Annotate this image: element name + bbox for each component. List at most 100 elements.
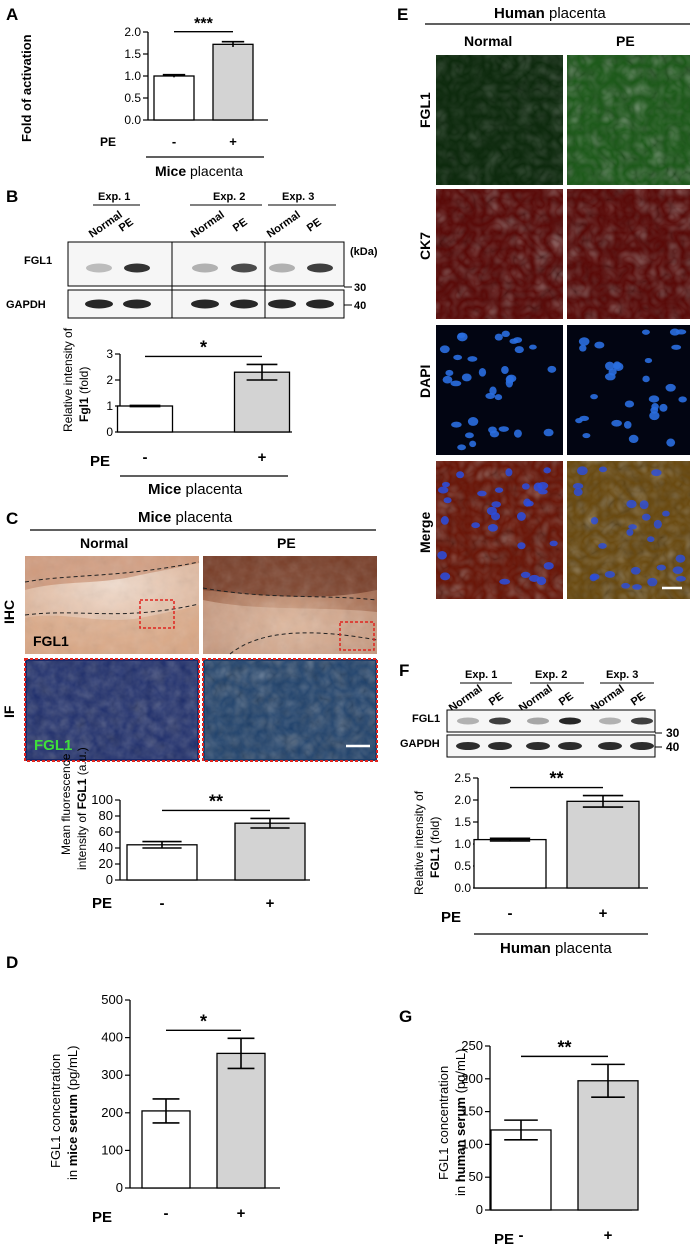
nucleus xyxy=(525,500,534,507)
panel-c-if-fgl1: FGL1 xyxy=(34,737,72,754)
gapdh-band-5 xyxy=(598,742,622,750)
nucleus xyxy=(465,432,474,439)
nucleus xyxy=(549,540,558,547)
nucleus xyxy=(669,328,680,336)
panel-d-ylabel-2: in mice serum (pg/mL) xyxy=(65,1046,80,1180)
panel-b-lane3: Normal xyxy=(189,209,227,241)
panel-c-significance: ** xyxy=(209,791,223,811)
nucleus xyxy=(648,395,660,403)
panel-b-kda: (kDa) xyxy=(350,246,378,258)
nucleus xyxy=(513,429,522,438)
panel-f-category-label: + xyxy=(599,905,608,922)
panel-f-pe-label: PE xyxy=(441,909,461,926)
panel-a: A Fold of activation 0.0 0.5 1.0 1.5 2.0 - + **… xyxy=(6,5,268,179)
nucleus xyxy=(491,501,502,508)
panel-g: G FGL1 concentration in human serum (pg/… xyxy=(399,1007,639,1248)
panel-a-pe-label: PE xyxy=(100,135,116,149)
fgl1-band-6 xyxy=(307,263,333,273)
nucleus xyxy=(653,519,662,529)
panel-c-ihc-fgl1: FGL1 xyxy=(33,633,69,649)
nucleus xyxy=(440,516,449,525)
panel-d-bar-pe xyxy=(216,1052,266,1189)
nucleus xyxy=(641,329,650,335)
panel-f-fgl1-blot xyxy=(446,709,656,733)
panel-c-ihc: IHC xyxy=(1,600,17,624)
panel-b-ylabel-2: Fgl1 (fold) xyxy=(77,367,91,422)
nucleus xyxy=(575,417,583,424)
panel-f-lane4: PE xyxy=(557,690,576,708)
nucleus xyxy=(477,490,487,497)
panel-g-chart: 0 50 100 150 200 250 - + ** xyxy=(461,1037,639,1244)
nucleus xyxy=(651,469,662,477)
panel-e-row-dapi: DAPI xyxy=(417,365,433,398)
panel-b-label: B xyxy=(6,187,18,206)
panel-c-ytick-label: 80 xyxy=(99,808,113,823)
panel-a-chart: 0.0 0.5 1.0 1.5 2.0 - + *** xyxy=(124,16,268,149)
nucleus xyxy=(437,486,449,494)
nucleus xyxy=(605,361,615,371)
nucleus xyxy=(624,400,635,408)
panel-e-dapi-pe-nuclei xyxy=(575,328,687,447)
nucleus xyxy=(632,584,642,590)
panel-g-ytick-label: 200 xyxy=(461,1071,483,1086)
nucleus xyxy=(613,361,622,370)
panel-c: C Mice placenta Normal PE IHC IF FGL1 xyxy=(1,509,378,912)
nucleus xyxy=(445,369,454,377)
panel-b-ylabel-1: Relative intensity of xyxy=(61,327,75,432)
panel-c-category-label: - xyxy=(160,895,165,912)
panel-a-group: Mice placenta xyxy=(155,163,243,179)
fgl1-band-1 xyxy=(86,263,112,273)
panel-g-ytick-label: 0 xyxy=(476,1202,483,1217)
panel-g-ytick-label: 150 xyxy=(461,1104,483,1119)
gapdh-band-6 xyxy=(306,299,334,309)
nucleus xyxy=(628,524,637,530)
panel-d-label: D xyxy=(6,953,18,972)
ihc-normal-roi-box xyxy=(139,599,175,629)
nucleus xyxy=(443,497,452,504)
panel-e-title: Human placenta xyxy=(494,5,606,22)
panel-b-category-label: - xyxy=(143,449,148,466)
fgl1-band-4 xyxy=(231,263,257,273)
panel-f-ytick-label: 1.0 xyxy=(454,837,471,851)
fgl1-band-2 xyxy=(124,263,150,273)
panel-b-lane5: Normal xyxy=(265,209,303,241)
panel-d-pe-label: PE xyxy=(92,1209,112,1226)
nucleus xyxy=(630,566,641,575)
fgl1-band-6 xyxy=(631,717,653,725)
panel-b-fgl1-blot xyxy=(67,241,345,287)
panel-b-exp1: Exp. 1 xyxy=(98,191,130,203)
nucleus xyxy=(501,365,509,375)
panel-f-ytick-label: 0.5 xyxy=(454,859,471,873)
panel-f-ylabel-2: FGL1 (fold) xyxy=(428,817,442,878)
panel-b-exp2: Exp. 2 xyxy=(213,191,245,203)
nucleus xyxy=(665,383,676,392)
gapdh-band-4 xyxy=(558,742,582,750)
panel-f-group: Human placenta xyxy=(500,940,612,957)
panel-c-pe: PE xyxy=(277,535,296,551)
panel-e-dapi-pe xyxy=(567,325,690,455)
nucleus xyxy=(509,338,519,344)
ihc-pe-image xyxy=(202,556,378,655)
nucleus xyxy=(639,500,649,510)
panel-b-mw30: 30 xyxy=(354,282,366,294)
ihc-pe-roi-box xyxy=(339,621,375,651)
panel-a-label: A xyxy=(6,5,18,24)
nucleus xyxy=(590,393,598,400)
nucleus xyxy=(529,344,537,350)
gapdh-band-3 xyxy=(191,299,219,309)
nucleus xyxy=(456,471,465,479)
panel-e-ck7-normal xyxy=(436,189,563,319)
panel-b-exp3: Exp. 3 xyxy=(282,191,314,203)
fgl1-band-2 xyxy=(489,717,511,725)
panel-b-bar-pe xyxy=(233,371,291,433)
nucleus xyxy=(626,499,637,509)
panel-e-fgl1-pe xyxy=(567,55,690,185)
nucleus xyxy=(642,375,650,383)
panel-d-category-label: - xyxy=(164,1205,169,1222)
panel-e-ck7-pe xyxy=(567,189,690,319)
gapdh-band-2 xyxy=(123,299,151,309)
panel-d-category-label: + xyxy=(237,1205,246,1222)
panel-a-category-label: - xyxy=(172,134,176,149)
panel-e-fgl1-normal xyxy=(436,55,563,185)
panel-a-ytick-label: 1.0 xyxy=(124,69,141,83)
